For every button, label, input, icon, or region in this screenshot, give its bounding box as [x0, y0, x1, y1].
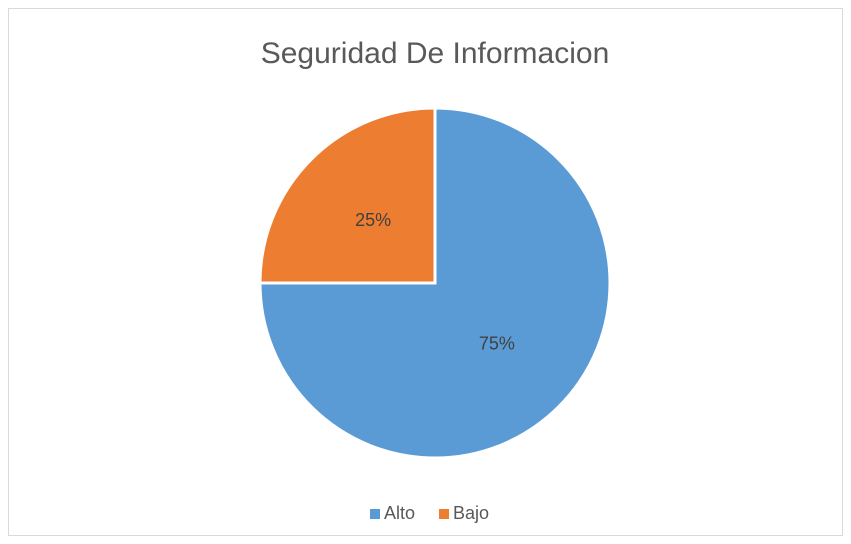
data-label: 25%	[355, 210, 391, 230]
chart-title: Seguridad De Informacion	[261, 37, 610, 70]
legend-swatch	[439, 509, 450, 519]
data-label: 75%	[479, 334, 515, 354]
pie-slice	[258, 106, 437, 285]
legend-label: Alto	[384, 503, 415, 523]
legend-swatch	[370, 509, 380, 519]
legend-label: Bajo	[453, 503, 489, 523]
